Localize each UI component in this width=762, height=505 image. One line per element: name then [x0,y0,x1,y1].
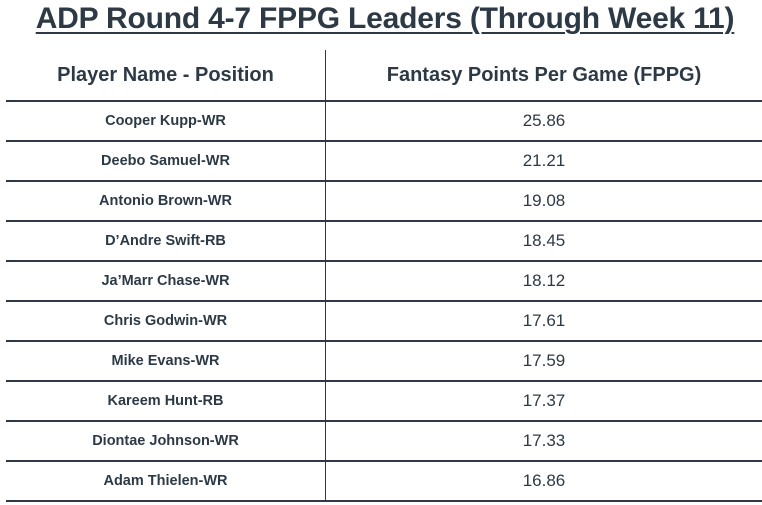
fppg-value-cell: 18.12 [325,261,762,302]
table-row: Ja’Marr Chase-WR 18.12 [6,261,762,302]
table-row: Diontae Johnson-WR 17.33 [6,421,762,462]
player-name-cell: Ja’Marr Chase-WR [6,261,326,302]
player-name-cell: Deebo Samuel-WR [6,141,326,182]
column-header-player: Player Name - Position [6,50,326,102]
header-row: Player Name - Position Fantasy Points Pe… [6,50,762,102]
table-row: Kareem Hunt-RB 17.37 [6,381,762,422]
table-row: Chris Godwin-WR 17.61 [6,301,762,342]
player-name-cell: D’Andre Swift-RB [6,221,326,262]
player-name-cell: Mike Evans-WR [6,341,326,382]
table-row: Deebo Samuel-WR 21.21 [6,141,762,182]
fppg-value-cell: 16.86 [325,461,762,502]
fppg-value-cell: 19.08 [325,181,762,222]
fppg-value-cell: 17.61 [325,301,762,342]
column-header-fppg: Fantasy Points Per Game (FPPG) [325,50,762,102]
table-row: Antonio Brown-WR 19.08 [6,181,762,222]
chart-title: ADP Round 4-7 FPPG Leaders (Through Week… [35,2,735,35]
fppg-table: Player Name - Position Fantasy Points Pe… [6,50,762,502]
table-row: Mike Evans-WR 17.59 [6,341,762,382]
fppg-value-cell: 17.37 [325,381,762,422]
fppg-value-cell: 18.45 [325,221,762,262]
table-row: Adam Thielen-WR 16.86 [6,461,762,502]
table-row: Cooper Kupp-WR 25.86 [6,101,762,142]
fppg-value-cell: 21.21 [325,141,762,182]
fppg-value-cell: 17.33 [325,421,762,462]
fppg-value-cell: 17.59 [325,341,762,382]
player-name-cell: Kareem Hunt-RB [6,381,326,422]
player-name-cell: Chris Godwin-WR [6,301,326,342]
player-name-cell: Adam Thielen-WR [6,461,326,502]
player-name-cell: Diontae Johnson-WR [6,421,326,462]
player-name-cell: Cooper Kupp-WR [6,101,326,142]
fppg-value-cell: 25.86 [325,101,762,142]
table-row: D’Andre Swift-RB 18.45 [6,221,762,262]
player-name-cell: Antonio Brown-WR [6,181,326,222]
